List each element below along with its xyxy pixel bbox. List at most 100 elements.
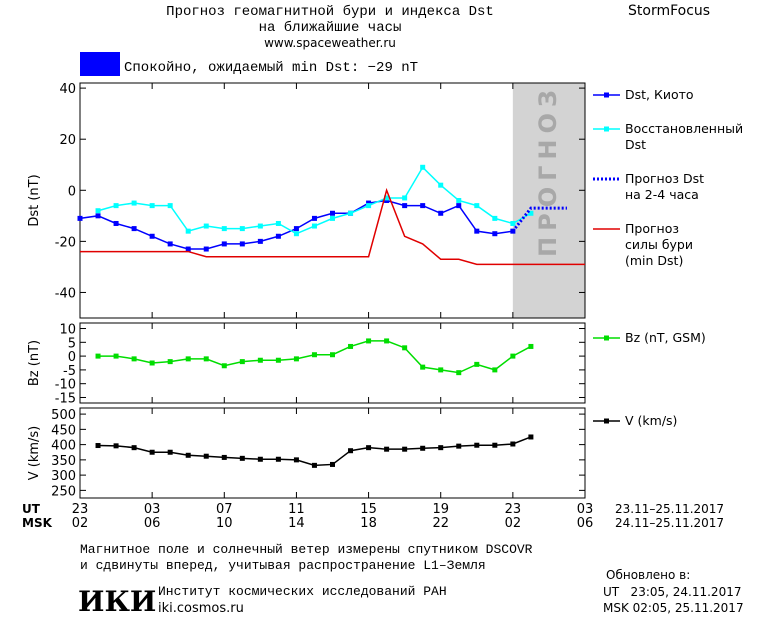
legend-marker — [604, 126, 609, 132]
data-point — [95, 443, 101, 449]
legend-marker — [604, 92, 609, 98]
msk-range: 24.11–25.11.2017 — [615, 516, 724, 530]
data-point — [293, 226, 299, 232]
x-tick-label: 03 — [577, 502, 594, 517]
data-point — [239, 359, 245, 365]
x-tick-label: 15 — [360, 502, 377, 517]
data-point — [131, 226, 137, 232]
x2-tick-label: 06 — [577, 516, 594, 531]
data-point — [456, 198, 462, 203]
data-point — [149, 449, 155, 455]
data-point — [257, 238, 263, 244]
series-line — [511, 206, 567, 233]
data-point — [384, 338, 390, 344]
data-point — [311, 223, 317, 229]
data-point — [366, 200, 372, 206]
brand: StormFocus — [628, 3, 710, 19]
y-tick-label: 250 — [51, 484, 76, 499]
title-line: на ближайшие часы — [259, 19, 402, 36]
data-point — [239, 226, 245, 232]
x2-tick-label: 14 — [288, 516, 305, 531]
status-text: Спокойно, ожидаемый min Dst: −29 nT — [124, 59, 418, 76]
data-point — [474, 442, 480, 448]
data-point — [221, 241, 227, 247]
y-tick-label: 0 — [68, 184, 76, 199]
x-tick-label: 07 — [216, 502, 233, 517]
x2-tick-label: 06 — [144, 516, 161, 531]
data-point — [311, 352, 317, 358]
data-point — [456, 370, 462, 376]
data-point — [330, 210, 335, 216]
url: www.spaceweather.ru — [264, 36, 396, 50]
data-point — [420, 164, 426, 170]
data-point — [311, 215, 317, 221]
y-tick-label: -10 — [55, 378, 76, 393]
data-point — [366, 203, 372, 209]
x2-tick-label: 22 — [432, 516, 449, 531]
data-point — [492, 215, 498, 221]
data-point — [185, 356, 191, 362]
data-point — [113, 353, 119, 359]
note-line: Магнитное поле и солнечный ветер измерен… — [80, 542, 533, 557]
y-tick-label: 5 — [68, 336, 76, 351]
data-point — [149, 203, 155, 209]
data-point — [330, 461, 335, 467]
y-tick-label: -5 — [63, 364, 76, 379]
data-point — [510, 353, 516, 359]
data-point — [185, 452, 191, 458]
data-point — [384, 195, 390, 201]
ut-label: UT — [22, 502, 41, 516]
title-line: Прогноз геомагнитной бури и индекса Dst — [166, 3, 494, 20]
data-point — [420, 445, 426, 451]
updated-msk: MSK 02:05, 25.11.2017 — [603, 601, 744, 615]
y-axis-label: Bz (nT) — [27, 340, 42, 386]
data-point — [113, 443, 119, 449]
y-tick-label: 450 — [51, 423, 76, 438]
data-point — [131, 200, 137, 206]
data-point — [293, 457, 299, 463]
y-tick-label: 10 — [59, 323, 76, 338]
y-tick-label: -15 — [55, 391, 76, 406]
data-point — [131, 445, 137, 451]
legend-label: V (km/s) — [625, 413, 677, 428]
y-tick-label: 300 — [51, 469, 76, 484]
data-point — [167, 241, 173, 247]
y-axis-label: V (km/s) — [27, 426, 42, 481]
data-point — [113, 203, 119, 209]
data-point — [275, 357, 281, 363]
site: iki.cosmos.ru — [158, 601, 244, 616]
series-line — [80, 187, 585, 266]
x-tick-label: 23 — [72, 502, 89, 517]
x-tick-label: 19 — [432, 502, 449, 517]
plot-frame — [79, 82, 586, 319]
data-point — [474, 361, 480, 367]
x2-tick-label: 02 — [505, 516, 522, 531]
legend-label: Восстановленный Dst — [625, 121, 743, 152]
updated-title: Обновлено в: — [606, 568, 690, 582]
y-tick-label: 0 — [68, 350, 76, 365]
institute: Институт космических исследований РАН — [158, 584, 447, 599]
data-point — [149, 233, 155, 239]
series-line — [98, 436, 532, 467]
data-point — [492, 231, 498, 237]
data-point — [366, 338, 372, 344]
data-point — [95, 208, 101, 214]
data-point — [221, 226, 227, 232]
data-point — [95, 353, 101, 359]
data-point — [203, 356, 209, 362]
logo: ИКИ — [78, 585, 156, 618]
data-point — [330, 352, 335, 358]
data-point — [456, 443, 462, 449]
y-tick-label: 350 — [51, 454, 76, 469]
updated-ut: UT 23:05, 24.11.2017 — [603, 585, 741, 599]
data-point — [293, 231, 299, 237]
data-point — [456, 203, 462, 209]
data-point — [185, 246, 191, 252]
data-point — [492, 367, 498, 373]
plot-frame — [79, 322, 586, 404]
legend-label: Прогноз Dst на 2-4 часа — [625, 171, 704, 202]
legend-marker — [604, 335, 609, 341]
data-point — [384, 446, 390, 452]
data-point — [221, 454, 227, 460]
